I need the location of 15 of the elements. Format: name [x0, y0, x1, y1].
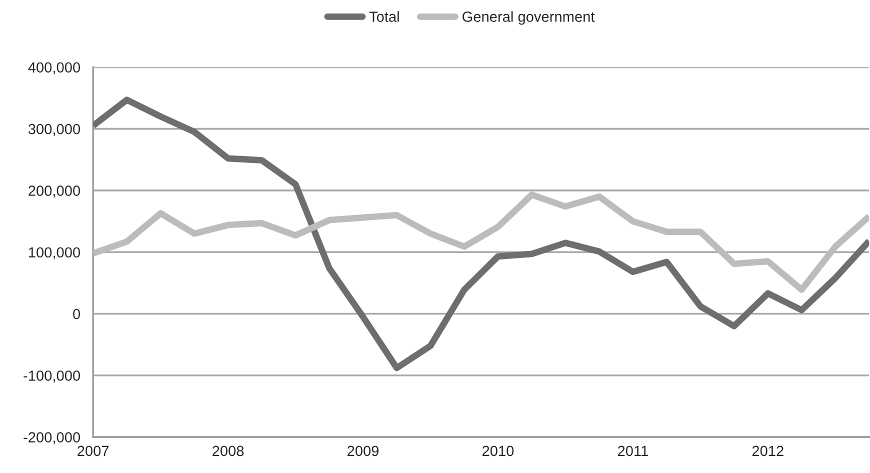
y-tick-label: 0 [73, 308, 80, 320]
x-tick-label: 2008 [212, 446, 244, 456]
legend-label: General government [462, 11, 595, 25]
y-tick-label: 400,000 [28, 62, 80, 74]
y-tick-label: -200,000 [24, 432, 80, 444]
y-tick-label: 300,000 [28, 124, 80, 136]
x-tick-label: 2009 [348, 446, 379, 456]
x-tick-label: 2012 [752, 446, 784, 456]
y-tick-label: -100,000 [24, 370, 80, 383]
legend-label: Total [369, 11, 399, 22]
y-tick-label: 100,000 [28, 247, 80, 260]
x-tick-label: 2011 [618, 446, 648, 456]
x-tick-label: 2010 [482, 446, 514, 456]
y-tick-label: 200,000 [28, 186, 80, 198]
x-tick-label: 2007 [78, 446, 109, 456]
